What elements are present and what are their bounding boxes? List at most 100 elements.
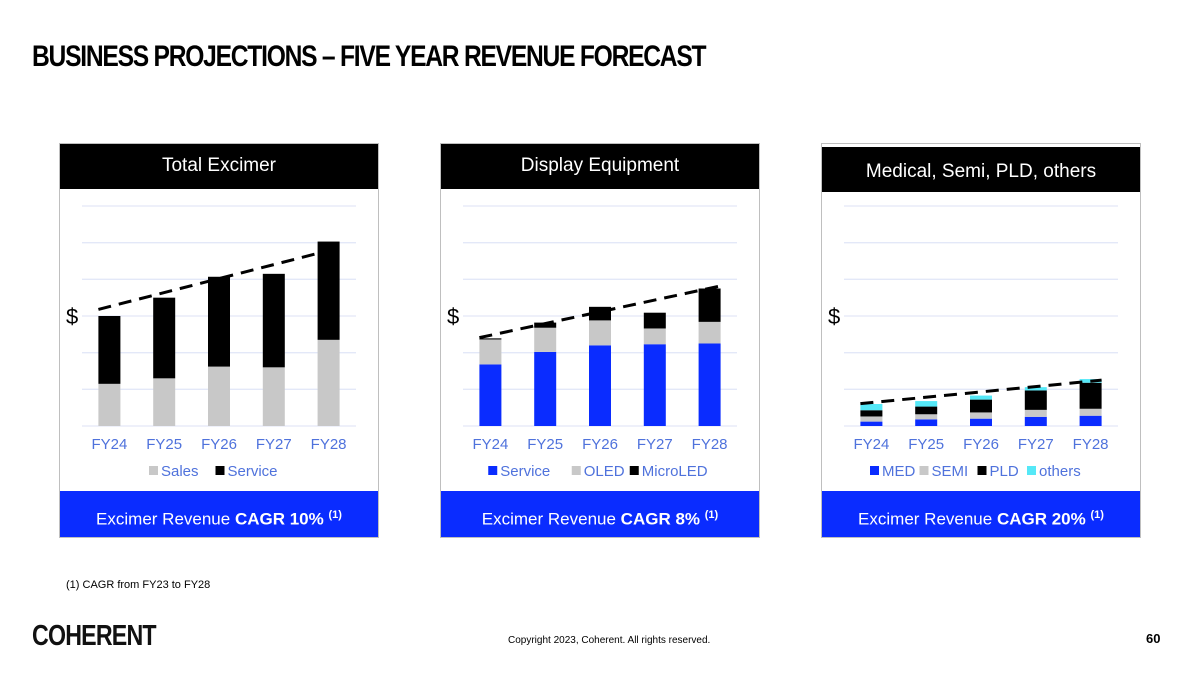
bar-microled: [534, 322, 557, 328]
x-tick-label: FY25: [146, 436, 182, 453]
bar-others: [915, 401, 938, 407]
bar-oled: [479, 339, 502, 365]
bar-sales: [153, 378, 176, 426]
legend-label: OLED: [584, 463, 625, 480]
legend-label: Service: [500, 463, 550, 480]
x-tick-label: FY28: [692, 436, 728, 453]
x-tick-label: FY26: [582, 436, 618, 453]
x-tick-label: FY24: [853, 436, 889, 453]
x-tick-label: FY24: [472, 436, 508, 453]
cagr-banner: Excimer Revenue CAGR 10% (1): [60, 491, 378, 537]
bar-oled: [643, 328, 666, 345]
x-tick-label: FY26: [963, 436, 999, 453]
bar-others: [860, 404, 883, 411]
cagr-prefix: Excimer Revenue: [96, 509, 235, 529]
bar-med: [970, 418, 992, 426]
bar-semi: [915, 414, 938, 420]
chart-medical-semi-pld: FY24 FY25 FY26 FY27 FY28 $ MED SEMI PLD others: [828, 205, 1118, 480]
legend-swatch-med: [870, 466, 879, 475]
legend-swatch-semi: [919, 466, 929, 475]
x-tick-label: FY28: [311, 436, 347, 453]
legend-label: MED: [882, 463, 916, 480]
panel-header: Medical, Semi, PLD, others: [822, 147, 1140, 192]
cagr-banner: Excimer Revenue CAGR 8% (1): [441, 491, 759, 537]
bar-service: [643, 344, 666, 426]
bar-service: [534, 351, 557, 426]
legend-label: Service: [228, 463, 278, 480]
bar-pld: [915, 406, 938, 415]
cagr-prefix: Excimer Revenue: [481, 509, 621, 529]
page-title: BUSINESS PROJECTIONS – FIVE YEAR REVENUE…: [32, 40, 707, 73]
legend-label: SEMI: [932, 463, 969, 480]
legend-swatch-pld: [977, 466, 987, 475]
bar-pld: [1024, 390, 1047, 410]
bar-microled: [643, 312, 666, 329]
bar-med: [860, 421, 883, 426]
bar-service: [208, 276, 230, 367]
bar-sales: [262, 367, 285, 426]
bar-semi: [1024, 409, 1047, 417]
bar-microled: [479, 338, 502, 340]
footnote-ref: (1): [704, 509, 719, 521]
legend-label: MicroLED: [642, 463, 708, 480]
bar-service: [317, 241, 340, 340]
legend-swatch-microled: [629, 466, 639, 475]
panel-header: Total Excimer: [60, 144, 378, 189]
cagr-prefix: Excimer Revenue: [858, 509, 997, 529]
bar-oled: [589, 320, 611, 346]
bar-microled: [698, 288, 721, 322]
bar-semi: [1079, 408, 1102, 416]
cagr-banner: Excimer Revenue CAGR 20% (1): [822, 491, 1140, 537]
legend-label: others: [1039, 463, 1081, 480]
x-tick-label: FY26: [201, 436, 237, 453]
cagr-value: CAGR 8%: [620, 509, 701, 529]
cagr-value: CAGR 20%: [996, 509, 1086, 529]
footnote-ref: (1): [328, 509, 342, 521]
legend-label: Sales: [161, 463, 199, 480]
panel-medical-semi-pld: Medical, Semi, PLD, others FY24 FY25 FY26 F…: [821, 143, 1141, 538]
panel-display-equipment: Display Equipment FY24 FY25 FY26 FY27 FY28 $ S…: [440, 143, 760, 538]
cagr-value: CAGR 10%: [234, 509, 324, 529]
bar-sales: [98, 383, 121, 426]
y-axis-label: $: [66, 304, 78, 329]
footnote-ref: (1): [1090, 509, 1104, 521]
legend-swatch-oled: [571, 466, 581, 475]
bar-pld: [860, 410, 883, 417]
bar-service: [698, 343, 721, 426]
bar-semi: [970, 412, 992, 419]
y-axis-label: $: [447, 304, 459, 329]
bar-service: [262, 273, 285, 368]
panel-total-excimer: Total Excimer FY24 FY25 FY26 FY27 FY28 $ Sales…: [59, 143, 379, 538]
bar-service: [479, 364, 502, 426]
footnote: (1) CAGR from FY23 to FY28: [66, 579, 211, 591]
bar-service: [98, 316, 121, 384]
coherent-logo: COHERENT: [32, 620, 157, 652]
bar-pld: [1079, 382, 1102, 409]
legend-swatch-service: [488, 466, 498, 475]
copyright: Copyright 2023, Coherent. All rights res…: [508, 635, 711, 646]
y-axis-label: $: [828, 304, 840, 329]
bar-others: [970, 395, 992, 400]
x-tick-label: FY27: [637, 436, 673, 453]
page-number: 60: [1146, 631, 1161, 646]
x-tick-label: FY28: [1073, 436, 1109, 453]
bar-oled: [534, 327, 557, 352]
x-tick-label: FY24: [91, 436, 127, 453]
x-tick-label: FY27: [256, 436, 292, 453]
bar-med: [1024, 416, 1047, 426]
trend-line: [860, 378, 1102, 406]
chart-display-equipment: FY24 FY25 FY26 FY27 FY28 $ Service OLED MicroLED: [447, 205, 737, 480]
bar-service: [589, 345, 611, 426]
panel-header: Display Equipment: [441, 144, 759, 189]
bar-med: [915, 419, 938, 426]
x-tick-label: FY27: [1018, 436, 1054, 453]
chart-total-excimer: FY24 FY25 FY26 FY27 FY28 $ Sales Service: [66, 205, 356, 480]
x-tick-label: FY25: [527, 436, 563, 453]
legend-label: PLD: [990, 463, 1019, 480]
legend-swatch-sales: [149, 466, 158, 475]
bar-others: [1024, 387, 1047, 391]
bar-sales: [208, 366, 230, 426]
bar-pld: [970, 399, 992, 413]
legend-swatch-others: [1027, 466, 1036, 475]
